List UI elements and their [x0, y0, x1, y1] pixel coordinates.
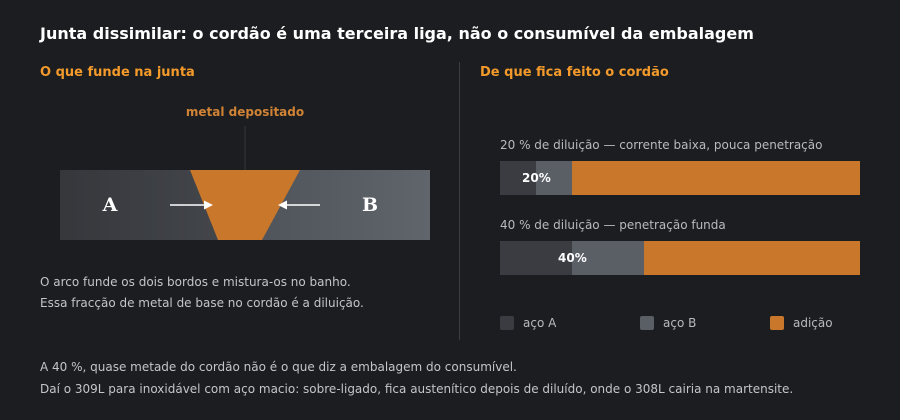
bar-1-segment-filler: [572, 161, 860, 195]
joint-diagram: metal depositado A B: [60, 105, 430, 240]
legend-item-steel-b: aço B: [640, 316, 696, 330]
left-caption: O arco funde os dois bordos e mistura-os…: [40, 272, 364, 314]
weld-bead: [190, 170, 300, 240]
bar-1-segment-steel-b: [536, 161, 572, 195]
plate-a-label: A: [102, 194, 118, 216]
left-caption-line-1: O arco funde os dois bordos e mistura-os…: [40, 275, 351, 289]
left-section-heading: O que funde na junta: [40, 65, 195, 80]
deposit-label: metal depositado: [186, 105, 304, 119]
bar-2-segment-steel-a: [500, 241, 572, 275]
legend-swatch-steel-a: [500, 316, 514, 330]
bar-2-segment-steel-b: [572, 241, 644, 275]
bar-1-percent-label: 20%: [522, 171, 551, 185]
footer-line-1: A 40 %, quase metade do cordão não é o q…: [40, 360, 517, 374]
legend-item-filler: adição: [770, 316, 833, 330]
right-section-heading: De que fica feito o cordão: [480, 65, 669, 80]
arrow-right-icon: [170, 200, 213, 210]
bar-label-2: 40 % de diluição — penetração funda: [500, 218, 726, 232]
legend-swatch-steel-b: [640, 316, 654, 330]
footer-note: A 40 %, quase metade do cordão não é o q…: [40, 356, 793, 400]
dilution-bar-2: 40%: [500, 241, 860, 275]
legend-item-steel-a: aço A: [500, 316, 556, 330]
column-divider: [459, 62, 460, 340]
legend-label-steel-a: aço A: [523, 316, 557, 330]
left-caption-line-2: Essa fracção de metal de base no cordão …: [40, 296, 364, 310]
arrow-left-icon: [278, 200, 320, 210]
legend-label-steel-b: aço B: [663, 316, 697, 330]
page-title: Junta dissimilar: o cordão é uma terceir…: [40, 24, 754, 43]
legend-swatch-filler: [770, 316, 784, 330]
legend-label-filler: adição: [793, 316, 833, 330]
bar-2-percent-label: 40%: [558, 251, 587, 265]
plate-b-label: B: [362, 194, 378, 216]
bar-1-segment-steel-a: [500, 161, 536, 195]
bar-2-segment-filler: [644, 241, 860, 275]
bar-label-1: 20 % de diluição — corrente baixa, pouca…: [500, 138, 823, 152]
dilution-bar-1: 20%: [500, 161, 860, 195]
footer-line-2: Daí o 309L para inoxidável com aço macio…: [40, 382, 794, 396]
